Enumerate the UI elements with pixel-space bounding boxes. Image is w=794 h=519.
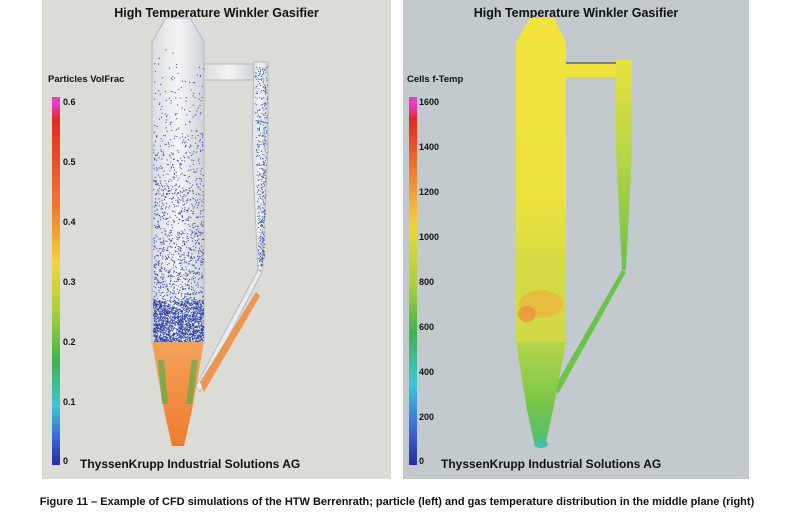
temperature-field [516, 18, 632, 448]
left-tick: 0.3 [63, 277, 76, 287]
left-legend-label: Particles VolFrac [48, 74, 125, 85]
dense-bed [152, 292, 260, 446]
left-panel-title: High Temperature Winkler Gasifier [114, 6, 319, 20]
right-tick: 400 [419, 367, 435, 377]
figure-caption: Figure 11 – Example of CFD simulations o… [39, 496, 755, 508]
right-panel-title: High Temperature Winkler Gasifier [473, 6, 679, 20]
right-legend-label: Cells f-Temp [407, 74, 464, 85]
right-tick: 1600 [419, 97, 440, 107]
left-tick: 0 [63, 456, 69, 466]
right-colorbar [409, 97, 417, 465]
left-panel-footer: ThyssenKrupp Industrial Solutions AG [80, 457, 301, 471]
left-tick: 0.1 [63, 397, 76, 407]
left-colorbar [52, 97, 60, 465]
particle-simulation-render [151, 17, 269, 446]
left-tick: 0.6 [63, 97, 76, 107]
right-tick: 0 [419, 456, 425, 466]
particle-cloud [153, 49, 269, 344]
right-tick: 200 [419, 412, 435, 422]
left-tick: 0.5 [63, 157, 76, 167]
right-tick: 1400 [419, 142, 440, 152]
right-panel-footer: ThyssenKrupp Industrial Solutions AG [441, 457, 662, 471]
right-tick: 1200 [419, 187, 440, 197]
left-tick: 0.2 [63, 337, 76, 347]
right-panel: High Temperature Winkler Gasifier Cells … [403, 0, 749, 479]
right-tick: 800 [419, 277, 435, 287]
right-tick: 1000 [419, 232, 440, 242]
left-tick: 0.4 [63, 217, 76, 227]
temperature-simulation-render [516, 18, 632, 448]
right-tick: 600 [419, 322, 435, 332]
